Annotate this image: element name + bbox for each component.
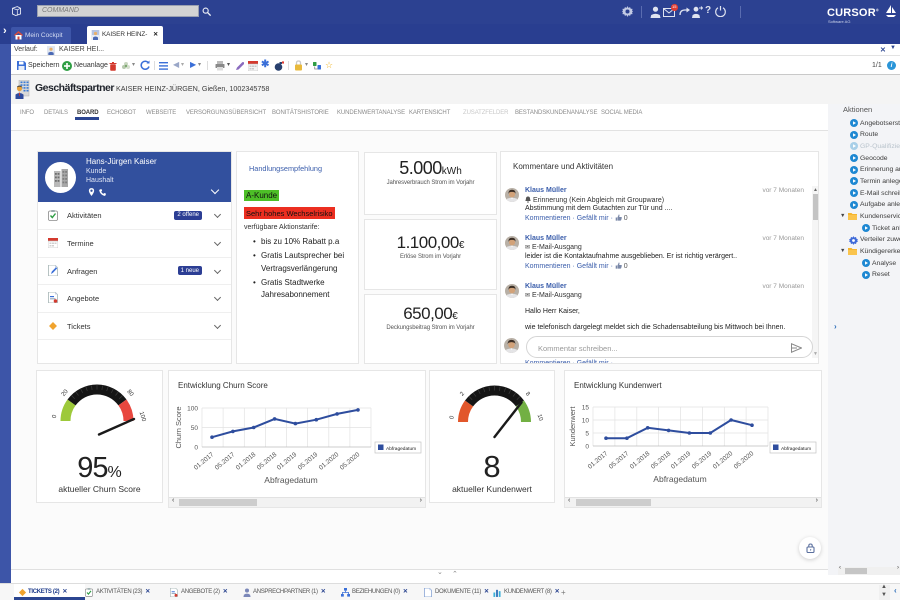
svg-text:8: 8 [524, 391, 531, 398]
svg-text:01.2019: 01.2019 [670, 450, 693, 471]
svg-text:Abfragedatum: Abfragedatum [781, 446, 811, 452]
svg-text:Entwicklung Churn Score: Entwicklung Churn Score [178, 381, 268, 390]
svg-text:Entwicklung Kundenwert: Entwicklung Kundenwert [574, 381, 662, 390]
svg-text:0: 0 [52, 414, 59, 420]
svg-text:15: 15 [582, 405, 590, 412]
svg-text:Kundenwert: Kundenwert [568, 406, 577, 447]
svg-text:05.2020: 05.2020 [339, 451, 362, 472]
svg-text:2: 2 [459, 391, 466, 398]
svg-text:Abfragedatum: Abfragedatum [386, 446, 416, 452]
svg-text:01.2020: 01.2020 [712, 450, 735, 471]
svg-text:0: 0 [585, 444, 589, 451]
svg-text:05.2018: 05.2018 [256, 451, 279, 472]
svg-text:100: 100 [138, 411, 147, 423]
svg-text:01.2019: 01.2019 [276, 451, 299, 472]
svg-text:05.2019: 05.2019 [297, 451, 320, 472]
svg-text:05.2019: 05.2019 [691, 450, 714, 471]
svg-text:05.2020: 05.2020 [733, 450, 756, 471]
svg-text:0: 0 [194, 445, 198, 452]
svg-text:01.2017: 01.2017 [587, 450, 610, 471]
svg-text:01.2020: 01.2020 [318, 451, 341, 472]
svg-text:100: 100 [187, 406, 198, 413]
svg-text:50: 50 [191, 425, 199, 432]
svg-text:5: 5 [585, 431, 589, 438]
svg-text:01.2018: 01.2018 [235, 451, 258, 472]
svg-text:Abfragedatum: Abfragedatum [653, 474, 706, 484]
svg-text:10: 10 [536, 414, 544, 423]
svg-text:01.2017: 01.2017 [193, 451, 216, 472]
svg-text:0: 0 [449, 415, 456, 421]
svg-text:20: 20 [61, 388, 70, 397]
svg-text:Churn Score: Churn Score [174, 406, 183, 448]
svg-text:05.2018: 05.2018 [650, 450, 673, 471]
svg-text:05.2017: 05.2017 [214, 451, 237, 472]
svg-text:10: 10 [582, 418, 590, 425]
svg-text:05.2017: 05.2017 [608, 450, 631, 471]
svg-text:Abfragedatum: Abfragedatum [264, 475, 317, 485]
svg-text:01.2018: 01.2018 [629, 450, 652, 471]
svg-text:80: 80 [125, 389, 134, 398]
